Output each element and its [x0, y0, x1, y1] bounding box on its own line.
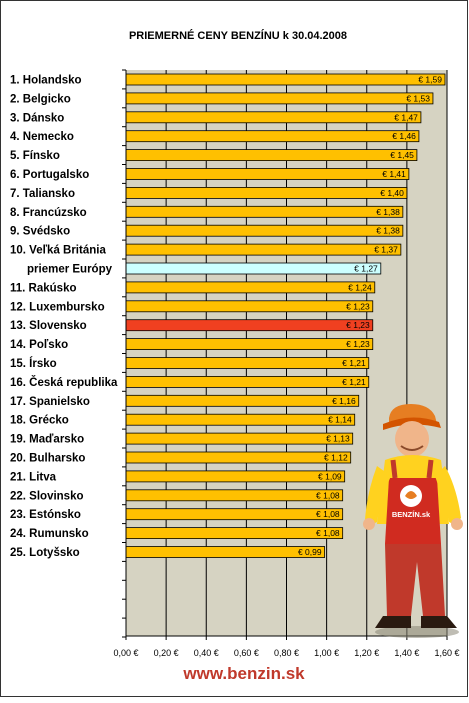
- bar: [125, 186, 408, 199]
- x-tick-label: 1,20 €: [354, 648, 379, 658]
- website-footer[interactable]: www.benzin.sk: [182, 664, 305, 683]
- data-label: € 1,21: [342, 358, 366, 368]
- bar: [125, 300, 374, 313]
- svg-text:BENZÍN.sk: BENZÍN.sk: [392, 510, 431, 519]
- bar: [125, 111, 422, 124]
- category-label: 14. Poľsko: [10, 339, 68, 351]
- bar: [125, 92, 434, 105]
- gas-station-attendant-icon: BENZÍN.sk: [363, 404, 463, 638]
- x-tick-label: 0,20 €: [154, 648, 179, 658]
- category-label: 2. Belgicko: [10, 93, 71, 105]
- data-label: € 1,40: [380, 188, 404, 198]
- data-label: € 1,38: [376, 226, 400, 236]
- x-tick-label: 1,40 €: [394, 648, 419, 658]
- category-label: 21. Litva: [10, 471, 57, 483]
- bar: [125, 375, 370, 388]
- category-label: 9. Svédsko: [10, 226, 70, 238]
- bar: [125, 319, 374, 332]
- bar: [125, 432, 354, 445]
- bar: [125, 546, 326, 558]
- data-label: € 1,46: [392, 131, 416, 141]
- data-label: € 1,59: [418, 75, 442, 85]
- bar: [125, 413, 356, 426]
- category-label: 24. Rumunsko: [10, 528, 89, 540]
- bar: [125, 489, 344, 502]
- bar: [125, 451, 352, 464]
- bar: [125, 508, 344, 521]
- category-label: 1. Holandsko: [10, 75, 82, 87]
- data-label: € 1,23: [346, 339, 370, 349]
- bar: [125, 73, 446, 86]
- category-label: 15. Írsko: [10, 357, 57, 370]
- data-label: € 1,16: [332, 396, 356, 406]
- data-label: € 1,27: [354, 264, 378, 274]
- bar: [125, 527, 344, 539]
- bar: [125, 168, 410, 180]
- data-label: € 1,08: [316, 490, 340, 500]
- category-label: 11. Rakúsko: [10, 282, 76, 294]
- category-label: 10. Veľká Británia: [10, 245, 106, 257]
- bar: [125, 357, 370, 369]
- x-tick-label: 0,40 €: [194, 648, 219, 658]
- data-label: € 1,09: [318, 471, 342, 481]
- data-label: € 0,99: [298, 547, 322, 557]
- category-label: priemer Európy: [27, 264, 113, 276]
- data-label: € 1,23: [346, 320, 370, 330]
- category-label: 25. Lotyšsko: [10, 547, 80, 559]
- category-label: 16. Česká republika: [10, 376, 118, 389]
- data-label: € 1,23: [346, 301, 370, 311]
- x-tick-label: 0,60 €: [234, 648, 259, 658]
- category-label: 13. Slovensko: [10, 320, 87, 332]
- data-label: € 1,53: [406, 93, 430, 103]
- category-label: 7. Taliansko: [10, 188, 75, 200]
- data-label: € 1,37: [374, 245, 398, 255]
- x-tick-label: 1,00 €: [314, 648, 339, 658]
- x-tick-label: 0,80 €: [274, 648, 299, 658]
- bar: [125, 130, 420, 143]
- data-label: € 1,24: [348, 282, 372, 292]
- category-label: 19. Maďarsko: [10, 434, 84, 446]
- category-label: 5. Fínsko: [10, 150, 60, 162]
- bar: [125, 243, 402, 256]
- category-label: 18. Grécko: [10, 415, 69, 427]
- data-label: € 1,47: [394, 112, 418, 122]
- x-tick-label: 1,60 €: [434, 648, 459, 658]
- x-tick-label: 0,00 €: [113, 648, 138, 658]
- data-label: € 1,08: [316, 509, 340, 519]
- category-label: 4. Nemecko: [10, 131, 74, 143]
- bar: [125, 470, 346, 483]
- bar: [125, 338, 374, 351]
- category-label: 12. Luxembursko: [10, 301, 105, 313]
- data-label: € 1,12: [324, 453, 348, 463]
- data-label: € 1,21: [342, 377, 366, 387]
- data-label: € 1,13: [326, 434, 350, 444]
- data-label: € 1,14: [328, 415, 352, 425]
- data-label: € 1,38: [376, 207, 400, 217]
- category-label: 3. Dánsko: [10, 112, 64, 124]
- category-label: 23. Estónsko: [10, 509, 81, 521]
- bar: [125, 149, 418, 162]
- bar: [125, 394, 360, 407]
- category-label: 17. Spanielsko: [10, 396, 90, 408]
- data-label: € 1,41: [382, 169, 406, 179]
- category-label: 22. Slovinsko: [10, 490, 84, 502]
- bar: [125, 262, 382, 275]
- category-label: 20. Bulharsko: [10, 453, 85, 465]
- data-label: € 1,08: [316, 528, 340, 538]
- category-label: 6. Portugalsko: [10, 169, 89, 181]
- bar: [125, 281, 376, 294]
- data-label: € 1,45: [390, 150, 414, 160]
- chart-title: PRIEMERNÉ CENY BENZÍNU k 30.04.2008: [129, 29, 347, 42]
- category-label: 8. Francúzsko: [10, 207, 87, 219]
- bar: [125, 224, 404, 237]
- bar: [125, 205, 404, 218]
